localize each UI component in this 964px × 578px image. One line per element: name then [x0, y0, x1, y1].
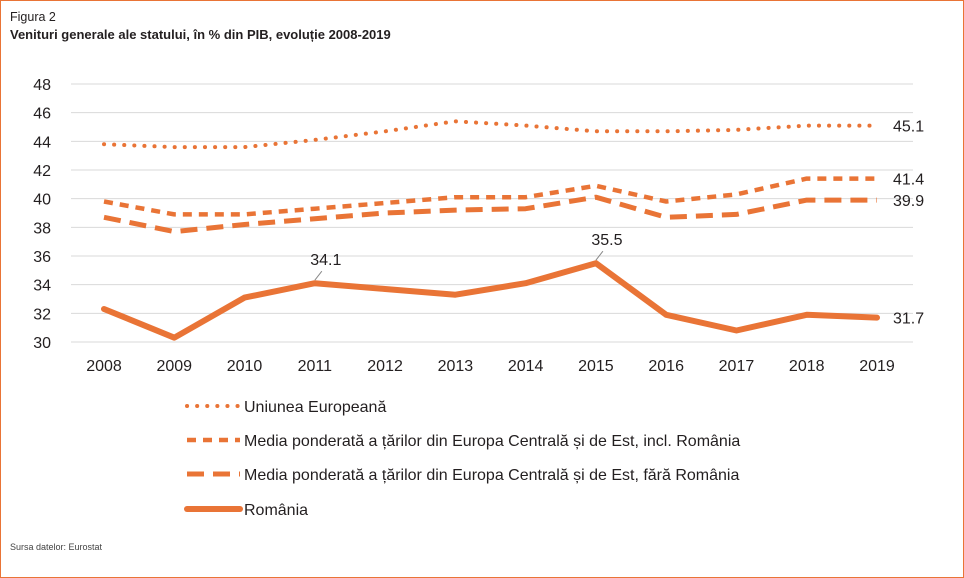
figure-title: Venituri generale ale statului, în % din…: [10, 27, 391, 42]
y-tick-label: 48: [33, 77, 51, 94]
y-tick-label: 44: [33, 134, 51, 151]
x-tick-label: 2017: [719, 358, 755, 375]
y-tick-label: 40: [33, 192, 51, 209]
x-tick-label: 2018: [789, 358, 825, 375]
data-labels: 45.1 41.4 39.9 31.7 34.1 35.5: [310, 119, 924, 328]
x-tick-label: 2010: [227, 358, 263, 375]
end-label-2: 39.9: [893, 193, 924, 210]
y-axis: 30 32 34 36 38 40 42 44 46 48: [33, 77, 51, 352]
series-line-1: [103, 176, 877, 217]
legend-label-2: Media ponderată a țărilor din Europa Cen…: [244, 467, 739, 484]
y-tick-label: 38: [33, 220, 51, 237]
series-line-0: [102, 119, 879, 150]
annotation-leader-0: [314, 270, 323, 281]
x-tick-label: 2008: [86, 358, 122, 375]
figure-label: Figura 2: [10, 10, 56, 24]
end-label-1: 41.4: [893, 172, 924, 189]
x-tick-label: 2011: [298, 358, 333, 375]
x-tick-label: 2015: [578, 358, 614, 375]
annotation-label-0: 34.1: [310, 252, 341, 269]
end-label-0: 45.1: [893, 119, 924, 136]
y-tick-label: 46: [33, 106, 51, 123]
legend-label-3: România: [244, 502, 308, 519]
source-note: Sursa datelor: Eurostat: [10, 542, 103, 552]
annotation-label-1: 35.5: [591, 232, 622, 249]
legend-label-0: Uniunea Europeană: [244, 399, 386, 416]
x-tick-label: 2013: [438, 358, 474, 375]
x-tick-label: 2016: [648, 358, 684, 375]
series-line-3: [101, 260, 880, 341]
x-tick-label: 2014: [508, 358, 544, 375]
legend-label-1: Media ponderată a țărilor din Europa Cen…: [244, 433, 740, 450]
series-line-2: [103, 194, 877, 235]
y-tick-label: 32: [33, 306, 51, 323]
legend: Uniunea Europeană Media ponderată a țăril…: [184, 399, 740, 519]
y-tick-label: 34: [33, 278, 51, 295]
x-axis: 2008 2009 2010 2011 2012 2013 2014 2015 2016 2017…: [86, 358, 895, 375]
annotation-leader-1: [595, 250, 604, 261]
x-tick-label: 2009: [156, 358, 192, 375]
x-tick-label: 2012: [367, 358, 403, 375]
series-lines: [101, 119, 880, 341]
y-tick-label: 36: [33, 249, 51, 266]
gridlines: [71, 83, 913, 343]
x-tick-label: 2019: [859, 358, 895, 375]
y-tick-label: 42: [33, 163, 51, 180]
y-tick-label: 30: [33, 335, 51, 352]
end-label-3: 31.7: [893, 311, 924, 328]
